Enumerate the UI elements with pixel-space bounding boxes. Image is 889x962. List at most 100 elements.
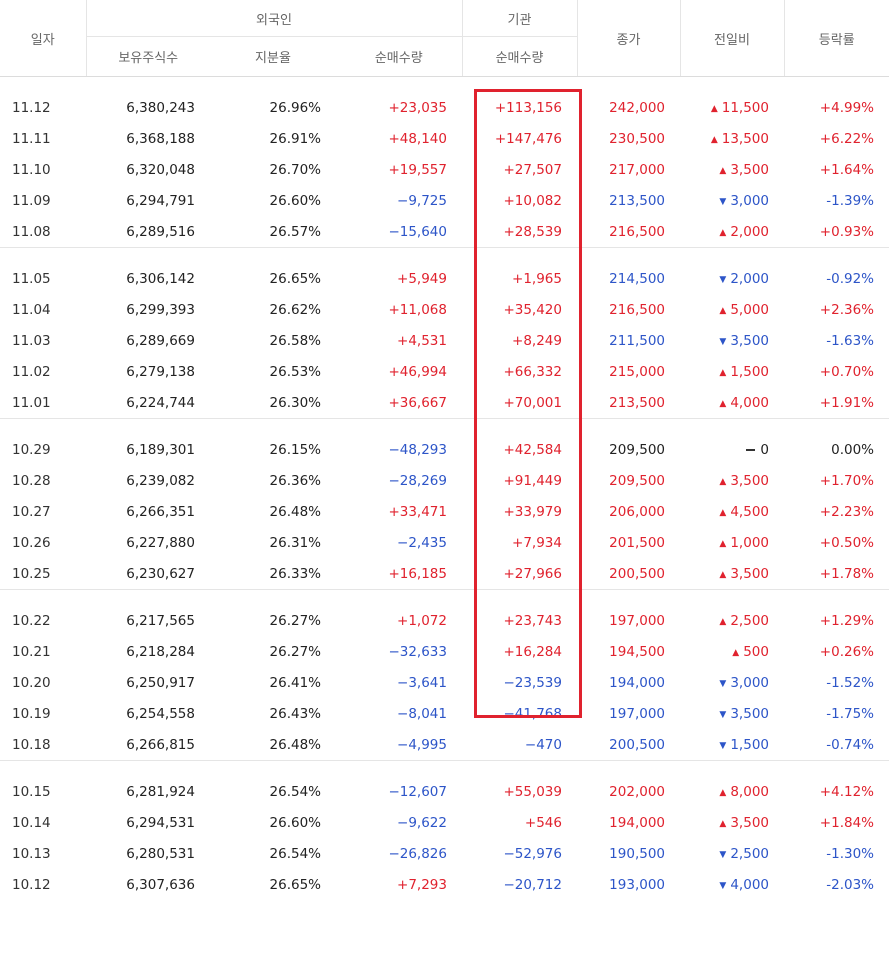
- triangle-down-icon: ▼: [719, 336, 727, 347]
- cell-change-value: 3,000: [730, 192, 769, 209]
- cell-institution-net: +10,082: [503, 192, 562, 209]
- table-row: 11.03 6,289,669 26.58% +4,531 +8,249 211,500 ▼…: [0, 325, 889, 356]
- cell-change-value: 2,000: [730, 270, 769, 287]
- cell-holdings: 6,289,669: [126, 332, 195, 349]
- cell-date: 10.22: [12, 612, 51, 629]
- cell-rate: +1.91%: [819, 394, 874, 411]
- cell-rate: +4.99%: [819, 99, 874, 116]
- cell-change: ▼ 3,500: [680, 698, 784, 729]
- cell-change-value: 13,500: [721, 130, 769, 147]
- cell-change: ▲ 3,500: [680, 465, 784, 496]
- table-row: 10.15 6,281,924 26.54% −12,607 +55,039 202,00…: [0, 776, 889, 807]
- header-change: 전일비: [679, 0, 784, 77]
- triangle-down-icon: ▼: [719, 274, 727, 285]
- cell-institution-net: +70,001: [503, 394, 562, 411]
- cell-rate: +0.50%: [819, 534, 874, 551]
- cell-close: 190,500: [609, 845, 665, 862]
- triangle-up-icon: ▲: [719, 367, 727, 378]
- table-row: 10.21 6,218,284 26.27% −32,633 +16,284 194,50…: [0, 636, 889, 667]
- cell-change-value: 500: [743, 643, 769, 660]
- table-row: 10.19 6,254,558 26.43% −8,041 −41,768 197,000…: [0, 698, 889, 729]
- cell-date: 11.10: [12, 161, 51, 178]
- triangle-up-icon: ▲: [719, 569, 727, 580]
- cell-holdings: 6,189,301: [126, 441, 195, 458]
- cell-holdings: 6,294,791: [126, 192, 195, 209]
- cell-close: 200,500: [609, 736, 665, 753]
- cell-foreign-net: +23,035: [388, 99, 447, 116]
- cell-holdings: 6,294,531: [126, 814, 195, 831]
- cell-change: ▲ 3,500: [680, 154, 784, 185]
- header-institution: 기관: [461, 0, 577, 37]
- triangle-up-icon: ▲: [710, 134, 718, 145]
- cell-foreign-net: +16,185: [388, 565, 447, 582]
- cell-institution-net: +35,420: [503, 301, 562, 318]
- cell-share-ratio: 26.30%: [269, 394, 321, 411]
- cell-holdings: 6,281,924: [126, 783, 195, 800]
- cell-close: 214,500: [609, 270, 665, 287]
- cell-rate: 0.00%: [831, 441, 874, 458]
- header-institution-net: 순매수량: [461, 36, 577, 77]
- cell-date: 10.15: [12, 783, 51, 800]
- cell-date: 10.28: [12, 472, 51, 489]
- cell-close: 200,500: [609, 565, 665, 582]
- cell-institution-net: +66,332: [503, 363, 562, 380]
- cell-foreign-net: +19,557: [388, 161, 447, 178]
- cell-institution-net: +91,449: [503, 472, 562, 489]
- table-row: 10.25 6,230,627 26.33% +16,185 +27,966 200,50…: [0, 558, 889, 590]
- cell-holdings: 6,224,744: [126, 394, 195, 411]
- cell-change-value: 2,500: [730, 845, 769, 862]
- table-row: 10.13 6,280,531 26.54% −26,826 −52,976 190,50…: [0, 838, 889, 869]
- cell-foreign-net: +36,667: [388, 394, 447, 411]
- cell-change-value: 1,500: [730, 363, 769, 380]
- table-row: 11.01 6,224,744 26.30% +36,667 +70,001 213,50…: [0, 387, 889, 419]
- cell-share-ratio: 26.31%: [269, 534, 321, 551]
- foreign-institution-trading-table: 일자 외국인 기관 종가 전일비 등락률 보유주식수 지분율 순매수량 순매수량…: [0, 0, 889, 916]
- cell-holdings: 6,380,243: [126, 99, 195, 116]
- cell-date: 10.29: [12, 441, 51, 458]
- cell-close: 209,500: [609, 441, 665, 458]
- row-spacer: [0, 589, 889, 605]
- cell-foreign-net: −26,826: [388, 845, 447, 862]
- cell-foreign-net: +46,994: [388, 363, 447, 380]
- cell-date: 11.08: [12, 223, 51, 240]
- triangle-up-icon: ▲: [719, 165, 727, 176]
- cell-share-ratio: 26.43%: [269, 705, 321, 722]
- cell-rate: +0.93%: [819, 223, 874, 240]
- cell-rate: +1.78%: [819, 565, 874, 582]
- cell-rate: -1.39%: [826, 192, 874, 209]
- table-row: 11.12 6,380,243 26.96% +23,035 +113,156 242,0…: [0, 92, 889, 123]
- cell-share-ratio: 26.65%: [269, 876, 321, 893]
- cell-date: 10.19: [12, 705, 51, 722]
- cell-holdings: 6,299,393: [126, 301, 195, 318]
- triangle-down-icon: ▼: [719, 880, 727, 891]
- header-share-ratio: 지분율: [210, 36, 336, 77]
- cell-date: 11.11: [12, 130, 51, 147]
- cell-foreign-net: −32,633: [388, 643, 447, 660]
- triangle-up-icon: ▲: [719, 507, 727, 518]
- cell-change-value: 3,000: [730, 674, 769, 691]
- cell-foreign-net: −4,995: [397, 736, 447, 753]
- cell-change-value: 8,000: [730, 783, 769, 800]
- cell-institution-net: −41,768: [503, 705, 562, 722]
- table-row: 10.20 6,250,917 26.41% −3,641 −23,539 194,000…: [0, 667, 889, 698]
- row-spacer: [0, 760, 889, 776]
- cell-share-ratio: 26.33%: [269, 565, 321, 582]
- cell-change: ▼ 3,000: [680, 667, 784, 698]
- table-row: 11.05 6,306,142 26.65% +5,949 +1,965 214,500 ▼…: [0, 263, 889, 294]
- cell-change-value: 3,500: [730, 705, 769, 722]
- cell-share-ratio: 26.65%: [269, 270, 321, 287]
- header-rate: 등락률: [783, 0, 889, 77]
- cell-share-ratio: 26.27%: [269, 643, 321, 660]
- cell-change: ▼ 1,500: [680, 729, 784, 761]
- triangle-up-icon: ▲: [719, 818, 727, 829]
- cell-holdings: 6,218,284: [126, 643, 195, 660]
- cell-foreign-net: +4,531: [397, 332, 447, 349]
- cell-change-value: 3,500: [730, 332, 769, 349]
- row-spacer: [0, 900, 889, 916]
- cell-foreign-net: +11,068: [388, 301, 447, 318]
- cell-date: 10.12: [12, 876, 51, 893]
- cell-change-value: 0: [760, 441, 769, 458]
- cell-rate: -0.92%: [826, 270, 874, 287]
- cell-share-ratio: 26.53%: [269, 363, 321, 380]
- triangle-up-icon: ▲: [732, 647, 740, 658]
